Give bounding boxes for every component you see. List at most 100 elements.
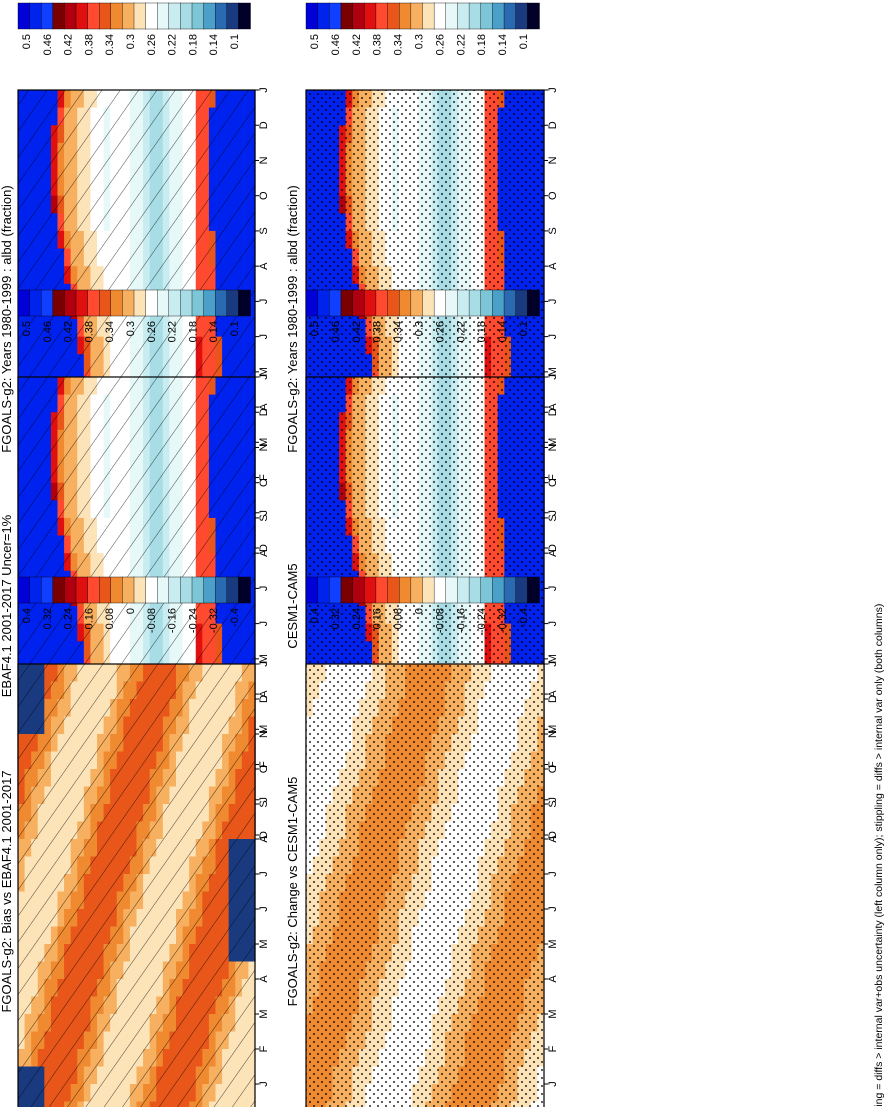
colorbar-tick-label: 0.1: [518, 321, 530, 336]
month-tick-label: F: [258, 474, 270, 481]
month-tick-label: A: [547, 549, 559, 557]
month-tick-label: D: [258, 408, 270, 416]
colorbar-cell: [352, 2, 365, 30]
colorbar-cell: [133, 2, 147, 30]
colorbar-tick-label: 0.5: [21, 321, 33, 336]
panel-p5: FGOALS-g2: Bias vs EBAF4.1 2001-2017DJFM…: [0, 576, 270, 1107]
colorbar-cell: [133, 289, 147, 317]
month-tick-label: A: [258, 690, 270, 698]
colorbar-tick-label: 0.14: [497, 321, 509, 342]
colorbar-cell: [203, 289, 216, 317]
colorbar-cell: [515, 289, 529, 317]
month-tick-label: S: [258, 514, 270, 521]
colorbar-tick-label: 0.14: [208, 34, 220, 55]
colorbar-cell: [329, 289, 342, 317]
month-tick-label: D: [547, 408, 559, 416]
colorbar-cell: [329, 2, 342, 30]
colorbar-tick-label: 0.18: [476, 34, 488, 55]
month-tick-label: A: [547, 262, 559, 270]
colorbar-cell: [226, 289, 240, 317]
month-tick-label: S: [547, 514, 559, 521]
month-tick-label: J: [547, 299, 559, 305]
colorbar-cell: [214, 289, 228, 317]
month-tick-label: J: [547, 510, 559, 516]
month-tick-label: F: [258, 1045, 270, 1052]
colorbar-cell: [226, 2, 240, 30]
month-tick-label: A: [258, 975, 270, 983]
month-tick-label: D: [258, 121, 270, 129]
colorbar-cell: [214, 2, 228, 30]
colorbar-cell: [410, 289, 424, 317]
month-tick-label: J: [547, 621, 559, 627]
month-tick-label: J: [258, 906, 270, 912]
month-tick-label: D: [547, 544, 559, 552]
colorbar-cell: [87, 2, 100, 30]
month-tick-label: J: [258, 621, 270, 627]
colorbar-cell: [387, 2, 400, 30]
colorbar-cell: [52, 2, 66, 30]
colorbar-cell: [168, 2, 182, 30]
colorbar-tick-label: 0.42: [63, 321, 75, 342]
panel-title: FGOALS-g2: Years 1980-1999 : albd (fract…: [285, 185, 300, 452]
colorbar-tick-label: 0.5: [309, 34, 321, 49]
month-tick-label: D: [258, 544, 270, 552]
colorbar-tick-label: 0.18: [476, 321, 488, 342]
month-tick-label: D: [547, 121, 559, 129]
month-tick-label: A: [547, 403, 559, 411]
month-tick-label: S: [258, 800, 270, 807]
month-tick-label: J: [547, 374, 559, 380]
colorbar-cell: [98, 289, 112, 317]
panel-title: FGOALS-g2: Years 1980-1999 : albd (fract…: [0, 185, 14, 452]
month-tick-label: J: [258, 1081, 270, 1087]
colorbar-cell: [527, 289, 540, 317]
colorbar-tick-label: 0.1: [229, 321, 241, 336]
colorbar-tick-label: 0.5: [309, 321, 321, 336]
colorbar-cell: [203, 2, 216, 30]
colorbar-tick-label: 0.3: [125, 321, 137, 336]
month-tick-label: M: [547, 654, 559, 663]
colorbar-cell: [41, 2, 54, 30]
panel-title: EBAF4.1 2001-2017 Uncer=1%: [0, 514, 14, 697]
colorbar-cell: [375, 289, 389, 317]
month-tick-label: J: [547, 334, 559, 340]
colorbar-cell: [145, 289, 158, 317]
colorbar-tick-label: 0.42: [351, 34, 363, 55]
month-tick-label: M: [258, 1009, 270, 1018]
colorbar-tick-label: 0.46: [42, 321, 54, 342]
month-tick-label: S: [547, 227, 559, 234]
panel-title: FGOALS-g2: Bias vs EBAF4.1 2001-2017: [0, 770, 14, 1012]
colorbar-tick-label: 0.18: [187, 34, 199, 55]
colorbar-cell: [422, 2, 435, 30]
colorbar-cell: [457, 289, 470, 317]
colorbar-cell: [110, 289, 124, 317]
colorbar-cell: [238, 2, 251, 30]
month-tick-label: M: [258, 939, 270, 948]
panel-title: CESM1-CAM5: [285, 563, 300, 648]
month-tick-label: A: [258, 549, 270, 557]
colorbar-cell: [75, 289, 89, 317]
colorbar-cell: [305, 289, 319, 317]
colorbar-cell: [29, 2, 42, 30]
month-tick-label: M: [258, 725, 270, 734]
colorbar-cell: [375, 2, 389, 30]
colorbar-cell: [110, 2, 124, 30]
colorbar-cell: [145, 2, 158, 30]
month-tick-label: J: [547, 797, 559, 803]
colorbar-cell: [422, 289, 435, 317]
colorbar-cell: [52, 289, 66, 317]
colorbar-cell: [87, 289, 100, 317]
month-tick-label: O: [547, 478, 559, 487]
colorbar-tick-label: 0.34: [393, 34, 405, 55]
month-tick-label: J: [258, 87, 270, 93]
colorbar-tick-label: 0.38: [83, 34, 95, 55]
month-tick-label: A: [258, 835, 270, 843]
month-tick-label: J: [547, 87, 559, 93]
month-tick-label: J: [258, 586, 270, 592]
colorbar-cell: [492, 289, 505, 317]
colorbar-cell: [515, 2, 529, 30]
month-tick-label: M: [547, 725, 559, 734]
colorbar-cell: [527, 2, 540, 30]
month-tick-label: F: [258, 761, 270, 768]
month-tick-label: J: [258, 510, 270, 516]
colorbar-cell: [191, 289, 205, 317]
